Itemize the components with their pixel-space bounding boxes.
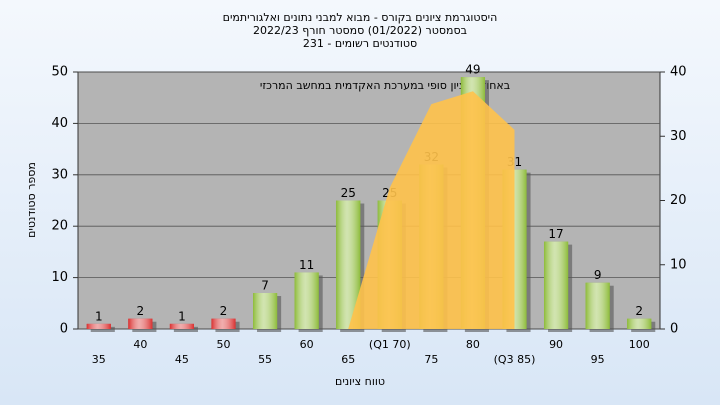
y-tick-label: 20 [51, 219, 68, 234]
subtitle: סטודנטים רשומים - 231 [303, 37, 417, 50]
x-tick-label: 75 [424, 353, 438, 366]
x-tick-label: 90 [549, 338, 563, 351]
data-label: 17 [548, 227, 563, 241]
data-label: 49 [465, 63, 480, 77]
x-tick-label: 55 [258, 353, 272, 366]
data-label: 9 [594, 268, 602, 282]
y2-tick-label: 0 [670, 322, 678, 337]
bar-shine [128, 318, 153, 329]
bar-shine [86, 323, 111, 329]
x-tick-label: 95 [591, 353, 605, 366]
data-label: 11 [299, 258, 314, 272]
bar-shine [585, 282, 610, 329]
data-label: 2 [635, 304, 643, 318]
subtitle: בסמסטר (01/2022) סמסטר חורף 2022/23 [253, 24, 467, 37]
y2-tick-label: 40 [670, 65, 687, 80]
bar-shadow [90, 326, 115, 332]
area [348, 91, 515, 330]
x-tick-label: (Q1 70) [369, 338, 411, 351]
y-tick-label: 10 [51, 270, 68, 285]
y2-tick-label: 30 [670, 129, 687, 144]
x-tick-label: 60 [300, 338, 314, 351]
data-label: 7 [261, 279, 269, 293]
annotation: באחוזים: ציון סופי במערכת האקדמית במחשב … [260, 79, 510, 92]
y2-tick-label: 20 [670, 193, 687, 208]
y-tick-label: 40 [51, 116, 68, 131]
y-axis-label: מספר סטודנטים [25, 162, 38, 238]
x-tick-label: 45 [175, 353, 189, 366]
x-tick-label: 50 [217, 338, 231, 351]
x-tick-label: 35 [92, 353, 106, 366]
bar-shine [627, 318, 652, 329]
x-tick-label: 100 [629, 338, 650, 351]
data-label: 25 [341, 186, 356, 200]
y-tick-label: 0 [60, 322, 68, 337]
data-label: 1 [95, 309, 103, 323]
data-label: 2 [137, 304, 145, 318]
x-tick-label: 65 [341, 353, 355, 366]
y2-tick-label: 10 [670, 257, 687, 272]
bar-shine [169, 323, 194, 329]
x-tick-label: 40 [133, 338, 147, 351]
bar-shine [253, 293, 278, 329]
x-axis-label: טווח ציונים [335, 375, 385, 388]
bar-shadow [173, 326, 198, 332]
bar-shine [211, 318, 236, 329]
x-tick-label: 80 [466, 338, 480, 351]
data-label: 2 [220, 304, 228, 318]
x-tick-label: (Q3 85) [494, 353, 536, 366]
chart-title: היסטוגרמת ציונים בקורס - מבוא למבני נתונ… [223, 11, 498, 24]
data-label: 1 [178, 309, 186, 323]
y-tick-label: 30 [51, 167, 68, 182]
bar-shine [294, 272, 319, 329]
y-tick-label: 50 [51, 65, 68, 80]
bar-shine [544, 241, 569, 329]
